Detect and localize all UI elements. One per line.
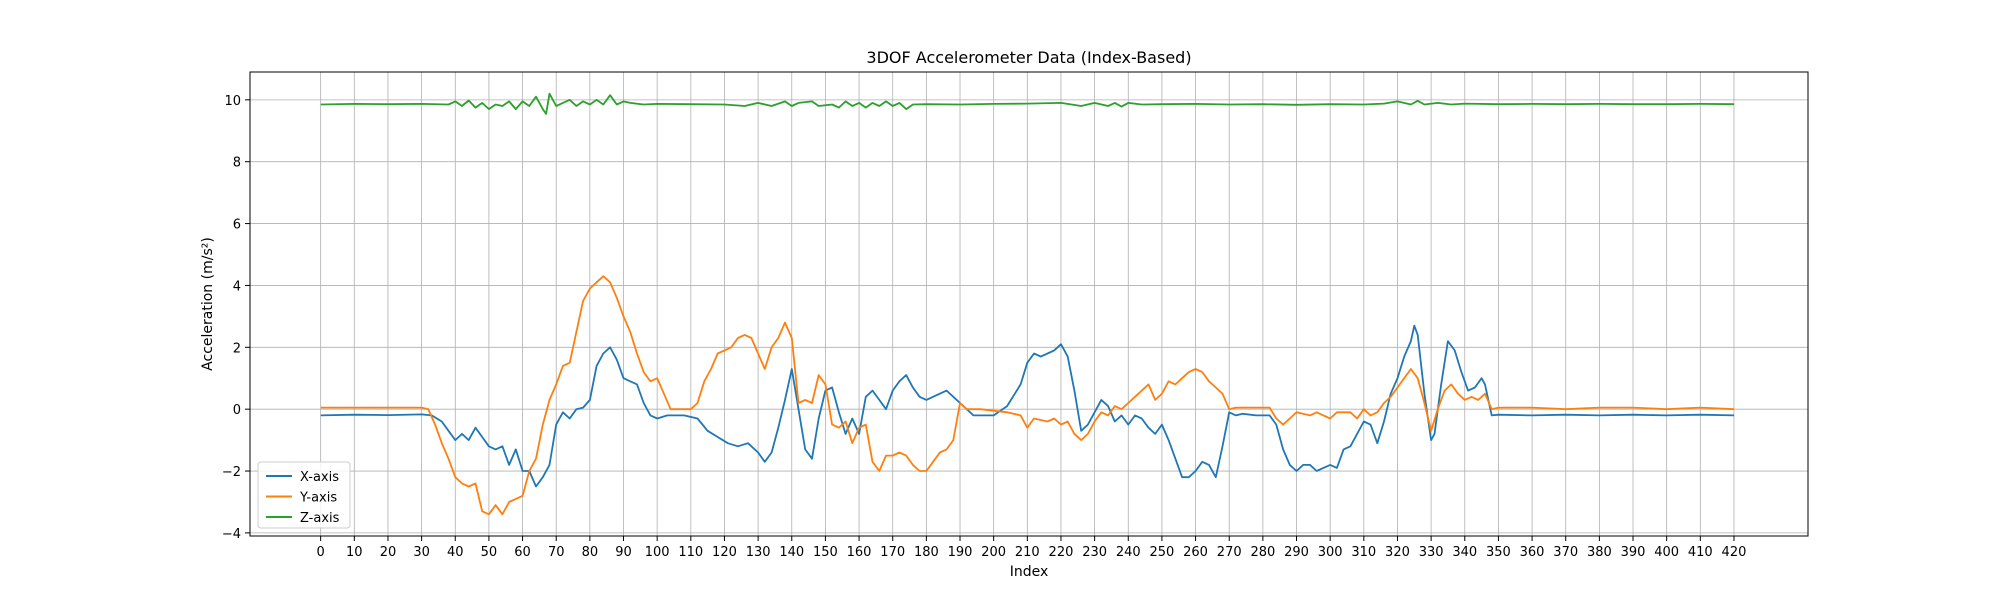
x-axis-title: Index: [1010, 564, 1049, 580]
series-line-z-axis: [320, 92, 1735, 115]
x-tick-label: 400: [1654, 545, 1679, 560]
x-tick-label: 110: [678, 545, 703, 560]
x-tick-label: 380: [1587, 545, 1612, 560]
x-tick-label: 190: [948, 545, 973, 560]
x-tick-label: 0: [317, 545, 325, 560]
x-tick-label: 180: [914, 545, 939, 560]
legend-label: Y-axis: [299, 491, 337, 506]
x-tick-label: 100: [645, 545, 670, 560]
x-tick-label: 150: [813, 545, 838, 560]
x-tick-label: 80: [582, 545, 599, 560]
x-tick-label: 160: [847, 545, 872, 560]
y-tick-label: −4: [222, 527, 241, 542]
x-tick-label: 10: [346, 545, 363, 560]
x-tick-label: 270: [1217, 545, 1242, 560]
y-tick-label: 2: [233, 341, 241, 356]
x-tick-label: 200: [981, 545, 1006, 560]
y-tick-label: −2: [222, 465, 241, 480]
x-tick-label: 370: [1553, 545, 1578, 560]
x-tick-label: 140: [779, 545, 804, 560]
x-tick-label: 410: [1688, 545, 1713, 560]
x-tick-label: 350: [1486, 545, 1511, 560]
x-tick-label: 390: [1621, 545, 1646, 560]
x-tick-label: 30: [413, 545, 430, 560]
x-tick-label: 340: [1452, 545, 1477, 560]
plot-frame: [249, 71, 1809, 537]
x-tick-label: 420: [1722, 545, 1747, 560]
x-tick-label: 90: [615, 545, 632, 560]
x-tick-label: 20: [380, 545, 397, 560]
x-tick-label: 130: [746, 545, 771, 560]
x-tick-label: 220: [1049, 545, 1074, 560]
x-tick-label: 210: [1015, 545, 1040, 560]
chart-title: 3DOF Accelerometer Data (Index-Based): [866, 48, 1191, 67]
x-tick-label: 330: [1419, 545, 1444, 560]
y-tick-label: 8: [233, 156, 241, 171]
legend: X-axis Y-axis Z-axis: [257, 461, 351, 529]
x-tick-label: 120: [712, 545, 737, 560]
series-layer: [320, 92, 1735, 516]
legend-box: [257, 461, 351, 529]
x-tick-label: 40: [447, 545, 464, 560]
x-tick-label: 240: [1116, 545, 1141, 560]
x-tick-label: 70: [548, 545, 565, 560]
legend-label: X-axis: [300, 470, 339, 485]
x-tick-label: 290: [1284, 545, 1309, 560]
x-tick-label: 320: [1385, 545, 1410, 560]
x-tick-label: 360: [1520, 545, 1545, 560]
x-tick-label: 50: [481, 545, 498, 560]
series-line-x-axis: [320, 324, 1735, 488]
x-tick-label: 260: [1183, 545, 1208, 560]
x-tick-label: 230: [1082, 545, 1107, 560]
legend-label: Z-axis: [300, 511, 340, 526]
grid: [250, 72, 1808, 536]
y-tick-label: 10: [224, 94, 241, 109]
x-tick-label: 300: [1318, 545, 1343, 560]
series-line-y-axis: [320, 275, 1735, 516]
ticks: 0 10 20 30 40 50 60 70 80 90 100 110 120 130 140 150 160…: [222, 94, 1747, 560]
x-tick-label: 280: [1250, 545, 1275, 560]
y-tick-label: 0: [233, 403, 241, 418]
x-tick-label: 170: [880, 545, 905, 560]
x-tick-label: 310: [1351, 545, 1376, 560]
y-tick-label: 6: [233, 218, 241, 233]
y-tick-label: 4: [233, 279, 241, 294]
x-tick-label: 250: [1150, 545, 1175, 560]
y-axis-title: Acceleration (m/s²): [200, 237, 216, 371]
x-tick-label: 60: [514, 545, 531, 560]
